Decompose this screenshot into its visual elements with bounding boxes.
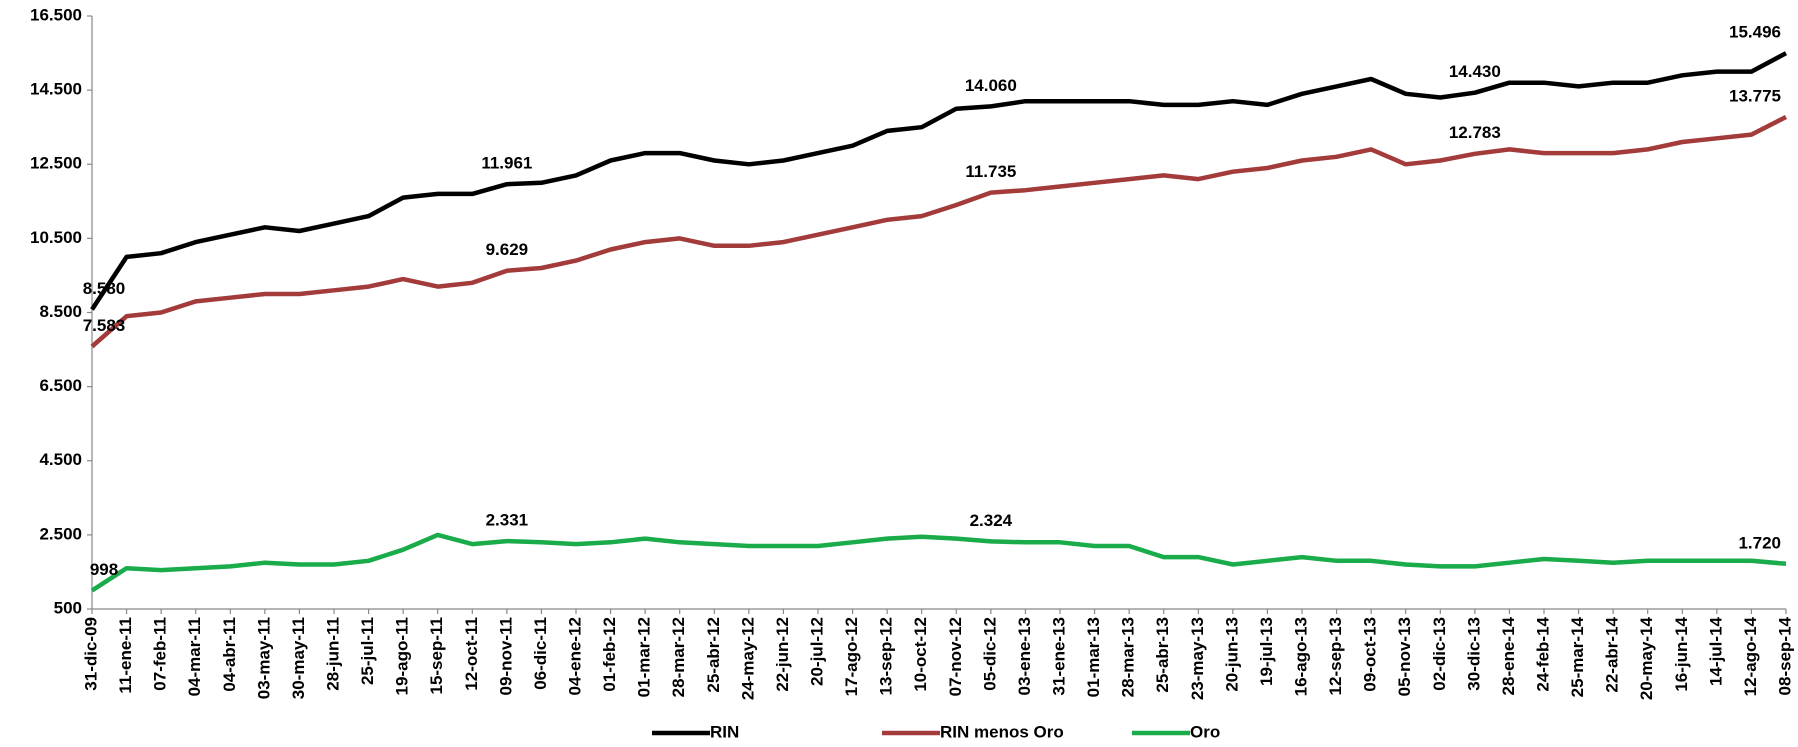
legend-label: Oro [1190,722,1220,741]
x-tick-label: 28-jun-11 [323,617,342,691]
value-label: 11.735 [965,162,1016,181]
y-tick-label: 8.500 [39,302,82,321]
x-tick-label: 19-jul-13 [1257,617,1276,686]
value-label: 14.060 [965,76,1017,95]
x-tick-label: 25-abr-12 [704,617,723,693]
value-label: 1.720 [1738,533,1781,552]
x-tick-label: 03-ene-13 [1015,617,1034,695]
x-tick-label: 07-feb-11 [151,617,170,691]
x-tick-label: 12-oct-11 [462,617,481,691]
x-tick-label: 31-dic-09 [81,617,100,691]
x-tick-label: 09-oct-13 [1361,617,1380,692]
y-tick-label: 500 [54,598,82,617]
legend-label: RIN [710,722,739,741]
x-tick-label: 17-ago-12 [842,617,861,696]
x-tick-label: 25-mar-14 [1568,616,1587,697]
x-tick-label: 04-abr-11 [220,617,239,692]
legend-label: RIN menos Oro [940,722,1064,741]
x-tick-label: 05-nov-13 [1395,617,1414,696]
x-tick-label: 15-sep-11 [427,617,446,695]
x-tick-label: 10-oct-12 [911,617,930,692]
value-label: 15.496 [1729,23,1781,42]
y-tick-label: 2.500 [39,524,82,543]
x-tick-label: 20-jun-13 [1222,617,1241,692]
series-line [90,51,1788,311]
x-tick-label: 30-may-11 [289,617,308,699]
x-tick-label: 02-dic-13 [1430,617,1449,691]
x-tick-label: 16-jun-14 [1672,616,1691,691]
x-tick-label: 08-sep-14 [1775,616,1794,695]
x-tick-label: 04-ene-12 [565,617,584,695]
x-tick-label: 22-abr-14 [1603,616,1622,692]
x-tick-label: 12-ago-14 [1741,616,1760,696]
x-tick-label: 16-ago-13 [1291,617,1310,696]
x-tick-label: 03-may-11 [254,617,273,699]
x-tick-label: 01-mar-12 [635,617,654,697]
x-tick-label: 14-jul-14 [1706,616,1725,686]
x-tick-label: 22-jun-12 [773,617,792,692]
x-tick-label: 25-abr-13 [1153,617,1172,693]
y-tick-label: 14.500 [30,80,82,99]
x-tick-label: 30-dic-13 [1464,617,1483,691]
x-tick-label: 28-mar-13 [1119,617,1138,697]
series-line [90,114,1788,349]
value-label: 2.331 [486,511,529,530]
x-tick-label: 31-ene-13 [1049,617,1068,695]
value-label: 12.783 [1449,123,1501,142]
x-tick-label: 01-feb-12 [600,617,619,692]
value-label: 8.580 [83,279,126,298]
x-tick-label: 06-dic-11 [531,617,550,690]
x-tick-label: 11-ene-11 [116,617,135,694]
x-tick-label: 20-jul-12 [807,617,826,686]
y-tick-label: 10.500 [30,228,82,247]
x-tick-label: 07-nov-12 [946,617,965,696]
value-label: 14.430 [1449,62,1501,81]
x-tick-label: 20-may-14 [1637,616,1656,700]
value-label: 7.583 [83,316,126,335]
value-label: 11.961 [481,154,532,173]
x-tick-label: 12-sep-13 [1326,617,1345,695]
x-tick-label: 24-may-12 [738,617,757,700]
x-tick-label: 28-mar-12 [669,617,688,697]
x-tick-label: 23-may-13 [1188,617,1207,700]
series-line [90,532,1787,593]
y-tick-label: 4.500 [39,450,82,469]
x-tick-label: 09-nov-11 [496,617,515,695]
x-tick-label: 01-mar-13 [1084,617,1103,697]
x-tick-label: 05-dic-12 [980,617,999,691]
y-tick-label: 16.500 [30,5,82,24]
y-tick-label: 12.500 [30,154,82,173]
value-label: 998 [90,560,118,579]
value-label: 9.629 [486,240,529,259]
x-tick-label: 19-ago-11 [393,617,412,695]
y-tick-label: 6.500 [39,376,82,395]
x-tick-label: 24-feb-14 [1533,616,1552,691]
x-tick-label: 13-sep-12 [877,617,896,695]
value-label: 2.324 [970,511,1013,530]
x-tick-label: 04-mar-11 [185,617,204,696]
value-label: 13.775 [1729,86,1781,105]
x-tick-label: 25-jul-11 [358,617,377,685]
x-tick-label: 28-ene-14 [1499,616,1518,695]
